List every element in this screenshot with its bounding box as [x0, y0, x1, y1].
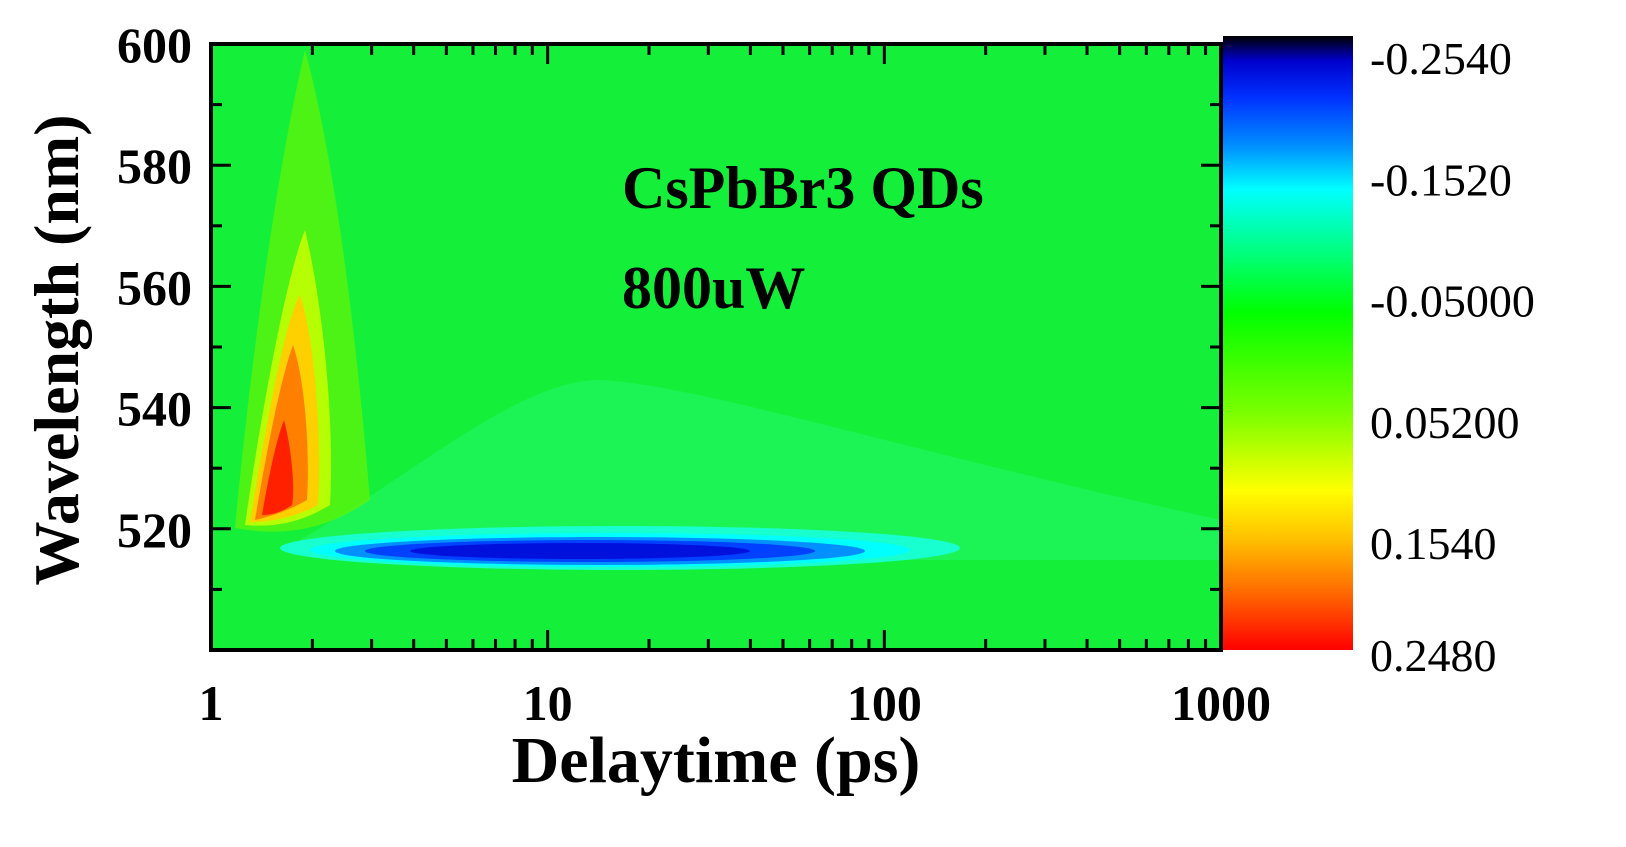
x-tick-label: 1000	[1171, 675, 1271, 731]
colorbar-tick-label: 0.2480	[1370, 630, 1497, 681]
annotation-sample: CsPbBr3 QDs	[622, 155, 984, 221]
colorbar-tick-label: -0.05000	[1370, 276, 1535, 327]
y-tick-label: 580	[117, 138, 192, 194]
colorbar-labels: -0.2540 -0.1520 -0.05000 0.05200 0.1540 0.248…	[1370, 33, 1535, 681]
colorbar-gradient	[1223, 36, 1353, 650]
y-tick-label: 540	[117, 381, 192, 437]
colorbar-tick-label: 0.05200	[1370, 397, 1520, 448]
x-tick-label: 100	[847, 675, 922, 731]
colorbar: -0.2540 -0.1520 -0.05000 0.05200 0.1540 0.248…	[1223, 33, 1535, 681]
x-tick-label: 10	[523, 675, 573, 731]
annotation-power: 800uW	[622, 255, 805, 321]
teal-halo	[300, 380, 1221, 560]
x-axis-ticks: 1 10 100 1000	[199, 44, 1271, 731]
colorbar-tick-label: -0.1520	[1370, 154, 1512, 205]
y-tick-label: 520	[117, 502, 192, 558]
heatmap-area	[211, 44, 1221, 650]
colorbar-tick-label: -0.2540	[1370, 33, 1512, 84]
y-axis-title: Wavelength (nm)	[21, 114, 92, 585]
red-core	[262, 420, 294, 515]
x-axis-title: Delaytime (ps)	[512, 724, 921, 797]
x-tick-label: 1	[199, 675, 224, 731]
bleach-deep-blue	[410, 543, 750, 559]
colorbar-tick-label: 0.1540	[1370, 518, 1497, 569]
y-axis-ticks: 520 540 560 580 600	[117, 17, 1221, 591]
y-tick-label: 560	[117, 259, 192, 315]
y-tick-label: 600	[117, 17, 192, 73]
